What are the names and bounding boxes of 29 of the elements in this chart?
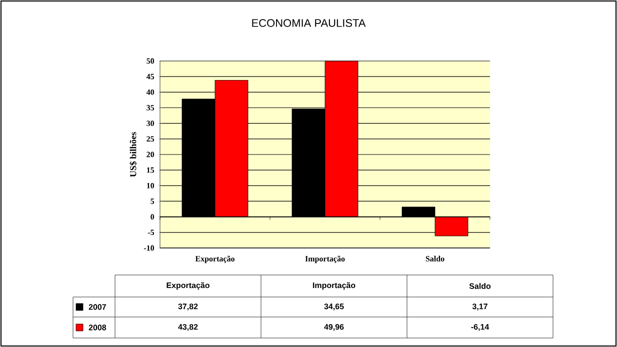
y-tick-label: 40 — [146, 89, 154, 95]
legend-label: 2008 — [88, 324, 106, 330]
y-tick-label: 0 — [150, 214, 154, 220]
data-label: 37,82 — [178, 304, 198, 310]
category-label: Importação — [312, 282, 356, 290]
y-tick-label: 45 — [146, 74, 154, 80]
y-tick-label: -10 — [144, 245, 154, 251]
data-label: 43,82 — [178, 324, 198, 331]
data-label: 34,65 — [324, 304, 344, 310]
y-tick-label: 50 — [146, 58, 154, 64]
x-tick-label: Importação — [305, 256, 345, 264]
data-label: -6,14 — [471, 324, 490, 331]
y-tick-label: 10 — [146, 182, 154, 188]
x-tick-label: Saldo — [426, 256, 444, 262]
y-tick-label: 30 — [146, 120, 154, 126]
y-tick-label: 25 — [146, 136, 154, 142]
category-label: Saldo — [469, 283, 491, 289]
x-tick-label: Exportação — [195, 256, 234, 264]
y-axis-title: US$ bilhões — [130, 132, 137, 177]
y-tick-label: 35 — [146, 105, 154, 110]
legend-label: 2007 — [88, 304, 106, 310]
category-label: Exportação — [166, 282, 210, 290]
data-label: 49,96 — [324, 324, 344, 331]
y-tick-label: 5 — [150, 198, 154, 204]
y-tick-label: 20 — [146, 152, 154, 158]
data-label: 3,17 — [472, 304, 488, 310]
y-tick-label: -5 — [148, 230, 154, 236]
chart-title: ECONOMIA PAULISTA — [252, 19, 366, 27]
y-tick-label: 15 — [146, 167, 154, 173]
